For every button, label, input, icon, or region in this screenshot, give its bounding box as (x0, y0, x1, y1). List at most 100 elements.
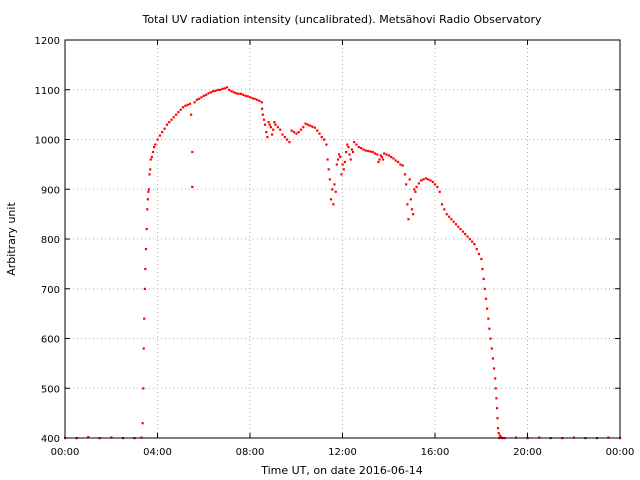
data-point (177, 111, 180, 114)
data-point (202, 94, 205, 97)
data-point (349, 158, 352, 161)
data-point (332, 203, 335, 206)
data-point (355, 143, 358, 146)
data-point (205, 93, 208, 96)
data-point (261, 107, 264, 110)
data-point (493, 367, 496, 370)
data-point (350, 148, 353, 151)
data-point (276, 126, 279, 129)
data-point (461, 230, 464, 233)
data-point (431, 180, 434, 183)
y-tick-labels: 400 500 600 700 800 900 1000 1100 1200 (35, 36, 60, 445)
data-point (161, 131, 164, 134)
data-point (420, 179, 423, 182)
data-point (168, 121, 171, 124)
data-point (262, 118, 266, 121)
y-tick-label: 700 (41, 285, 60, 296)
data-point (424, 177, 427, 180)
data-point (459, 228, 462, 231)
data-point (143, 317, 146, 320)
data-point (457, 225, 460, 228)
data-point (156, 138, 159, 141)
data-point (380, 155, 383, 159)
data-point (345, 150, 348, 154)
data-point (348, 153, 351, 156)
data-point (326, 158, 329, 161)
chart-title: Total UV radiation intensity (uncalibrat… (142, 13, 542, 26)
data-point (383, 152, 386, 155)
data-point (340, 173, 343, 176)
plot-frame (64, 39, 621, 439)
data-point (494, 387, 497, 390)
data-point (230, 90, 233, 93)
data-point (480, 257, 483, 261)
data-point (313, 126, 316, 129)
data-point (253, 97, 256, 100)
data-point (473, 243, 476, 246)
data-point (347, 146, 350, 149)
data-point (491, 357, 494, 360)
data-point (144, 267, 147, 271)
data-point (488, 327, 491, 330)
data-point (302, 126, 305, 129)
data-point (362, 148, 365, 151)
grid-lines (65, 40, 620, 438)
data-point (498, 434, 501, 437)
data-point (412, 213, 415, 216)
data-point (482, 277, 485, 280)
data-point (150, 155, 153, 159)
x-tick-label: 12:00 (328, 447, 357, 458)
data-point (346, 143, 349, 146)
data-point (378, 158, 381, 161)
data-point (489, 337, 492, 340)
data-point (499, 436, 503, 439)
data-point (334, 190, 337, 193)
data-point (399, 163, 402, 166)
data-point (142, 387, 145, 390)
x-tick-label: 20:00 (513, 447, 542, 458)
data-point (484, 297, 488, 300)
data-point (336, 158, 340, 161)
data-point (481, 267, 484, 271)
data-point (496, 417, 499, 420)
data-point (405, 183, 408, 186)
data-point (387, 154, 390, 157)
data-point (304, 122, 307, 125)
data-point (191, 185, 194, 188)
data-points (64, 86, 622, 440)
data-point (494, 377, 497, 380)
data-point (333, 183, 336, 186)
data-point (327, 168, 330, 171)
data-point (198, 97, 201, 100)
data-point (191, 150, 194, 154)
data-point (269, 126, 272, 129)
y-tick-label: 600 (41, 335, 60, 346)
data-point (181, 106, 185, 109)
data-point (261, 113, 264, 116)
data-point (267, 121, 270, 124)
data-point (165, 123, 168, 126)
data-point (309, 124, 312, 127)
data-point (335, 163, 338, 166)
data-point (290, 129, 293, 132)
data-point (394, 159, 397, 162)
data-point (366, 149, 370, 153)
y-tick-label: 900 (41, 185, 60, 196)
data-point (142, 347, 145, 350)
data-point (316, 129, 319, 132)
data-point (328, 178, 331, 181)
data-point (497, 432, 500, 435)
data-point (271, 133, 274, 136)
y-tick-label: 500 (41, 384, 60, 395)
data-point (246, 95, 249, 98)
data-point (414, 190, 417, 193)
data-point (195, 98, 198, 101)
data-point (440, 203, 444, 206)
data-point (158, 134, 161, 137)
data-point (228, 88, 231, 91)
data-point (149, 168, 152, 171)
data-point (417, 182, 420, 185)
data-point (323, 138, 326, 141)
data-point (242, 93, 245, 96)
